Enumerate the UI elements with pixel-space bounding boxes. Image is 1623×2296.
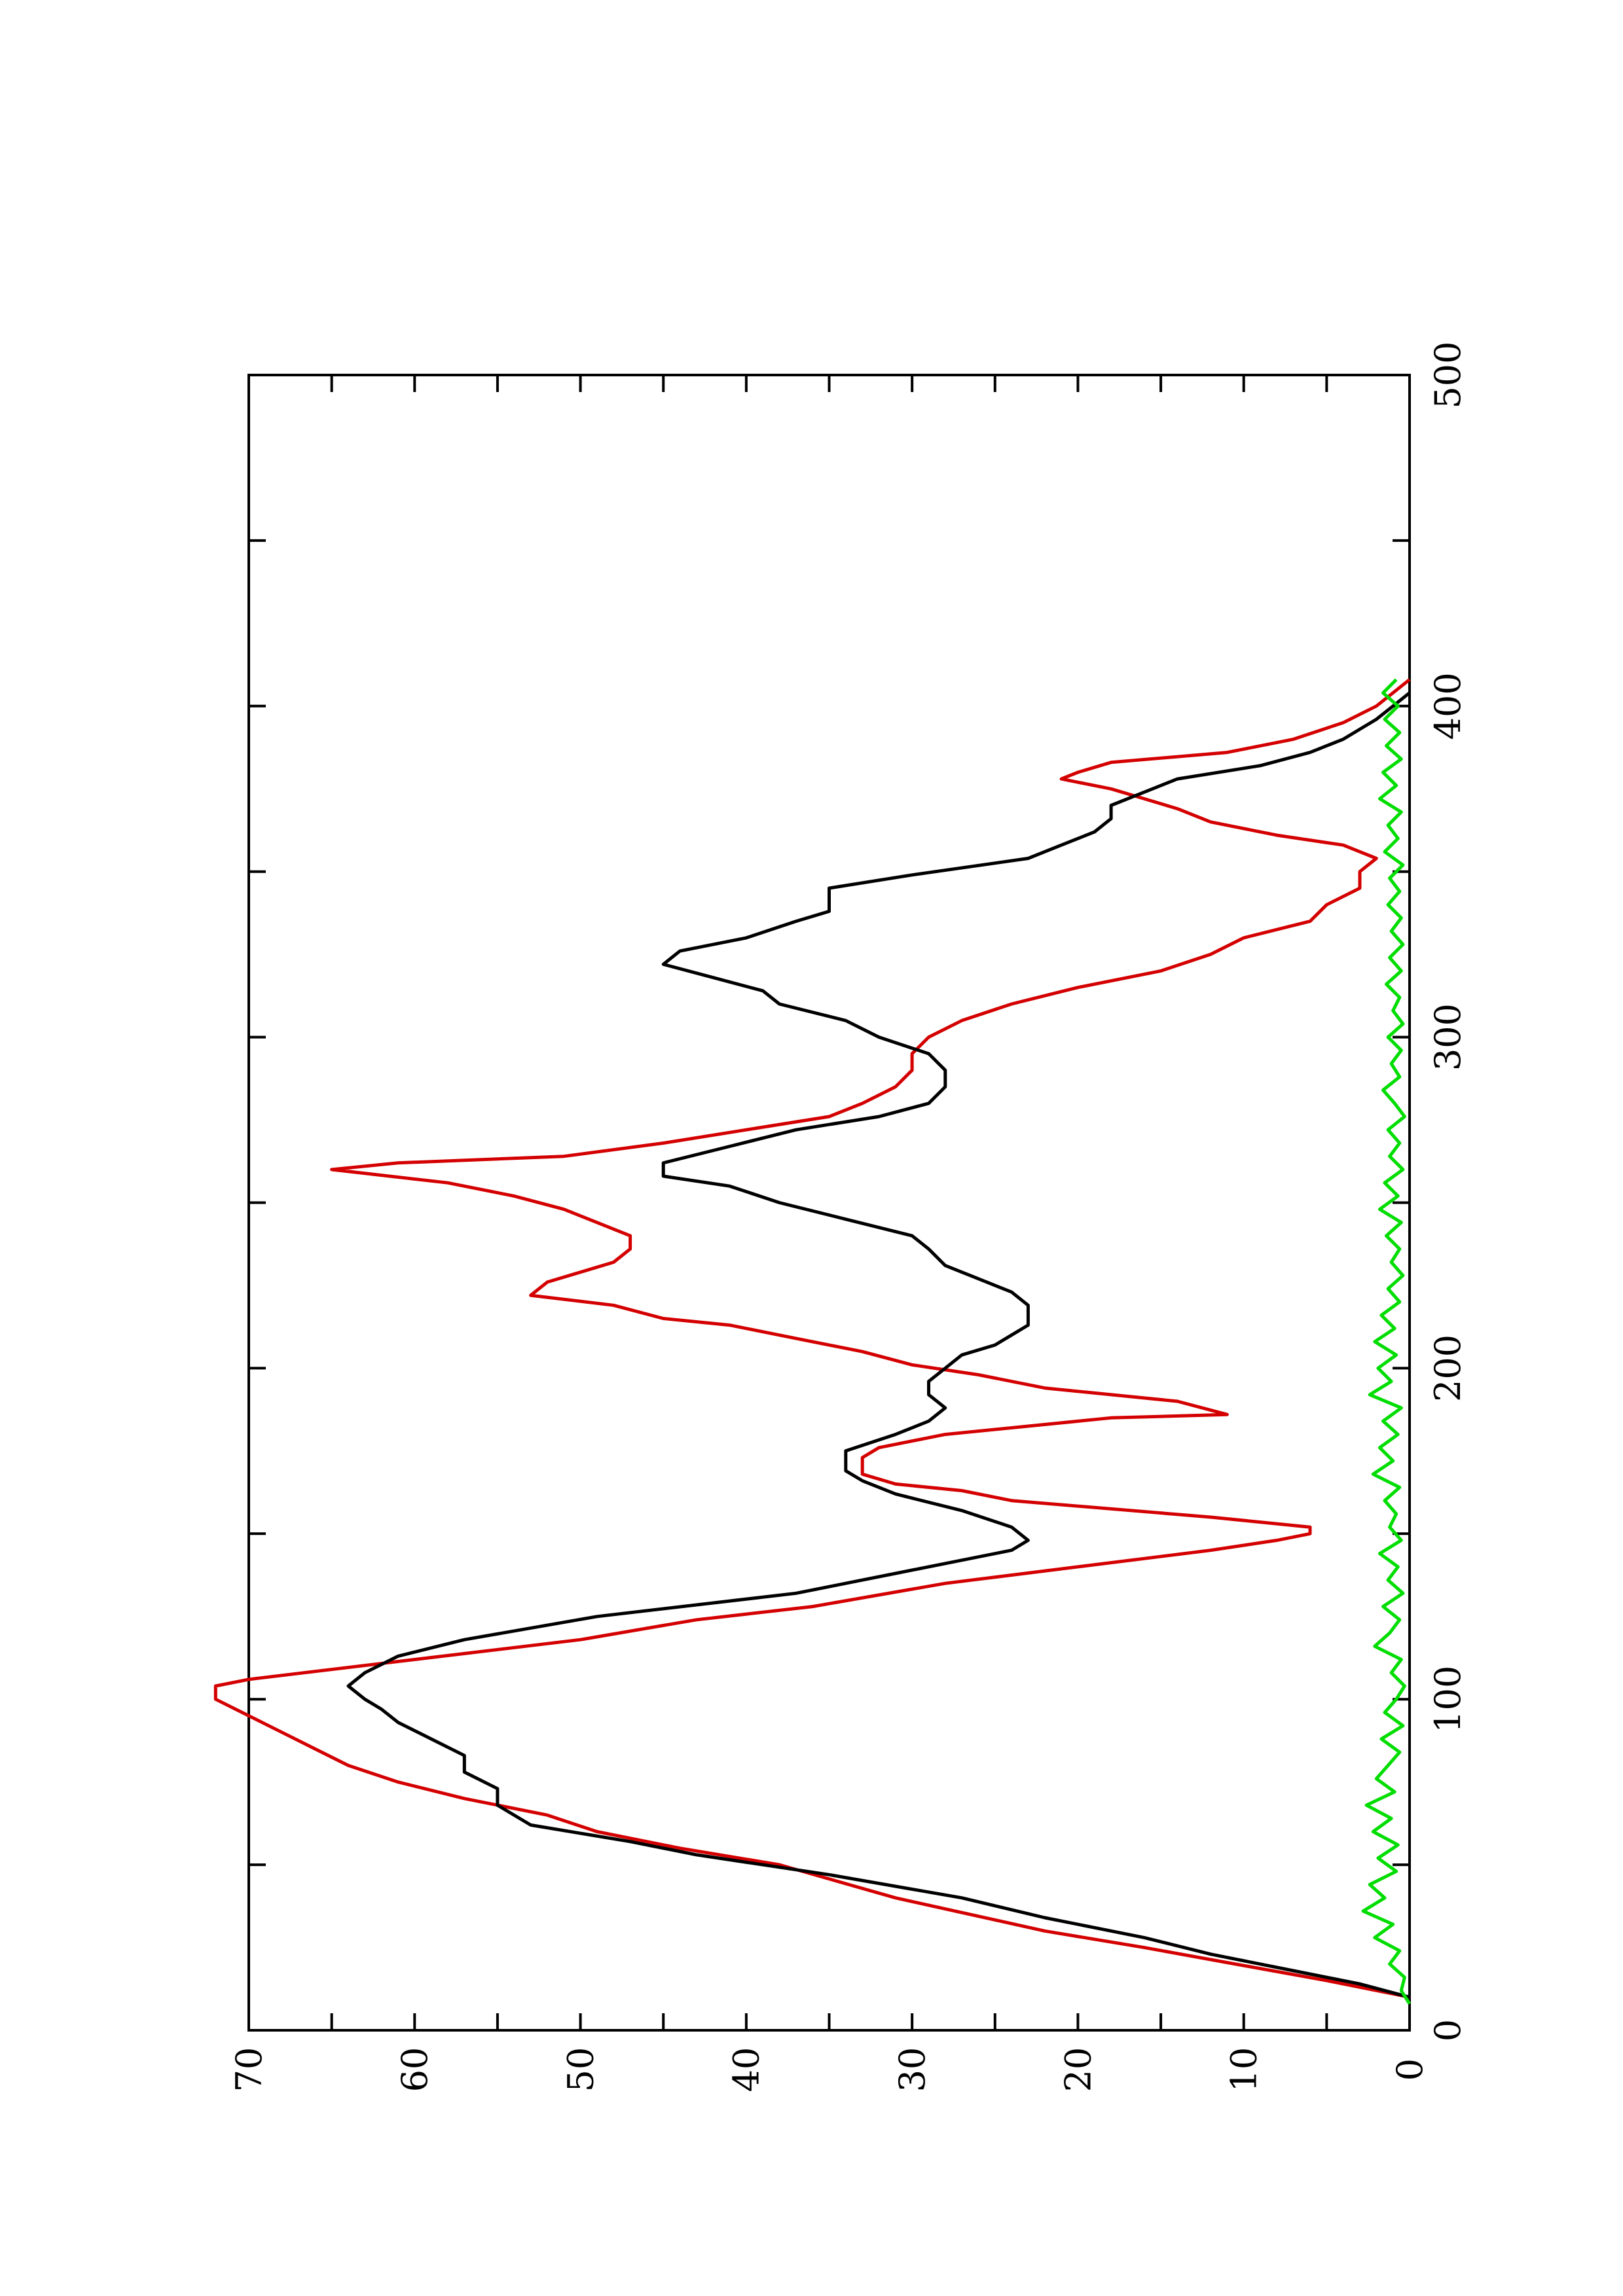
y-tick-label: 50 [560, 2047, 601, 2092]
x-tick-label: 200 [1427, 1335, 1468, 1402]
series-line-2 [346, 691, 1411, 1999]
series-line-1 [213, 678, 1411, 1999]
y-tick-label: 0 [1389, 2058, 1431, 2081]
y-tick-label: 70 [228, 2047, 270, 2092]
x-tick-label: 400 [1427, 672, 1468, 740]
axis-ticks [247, 374, 1411, 2032]
y-tick-label: 40 [726, 2047, 767, 2092]
y-tick-label: 30 [892, 2047, 933, 2092]
series-layer [213, 678, 1412, 2005]
plot-frame [247, 374, 1411, 2032]
y-tick-labels: 0 10 20 30 40 50 60 70 [228, 2047, 1431, 2092]
y-tick-label: 20 [1057, 2047, 1099, 2092]
series-line-3 [1361, 678, 1412, 2005]
x-tick-label: 0 [1427, 2019, 1468, 2041]
x-tick-label: 500 [1427, 341, 1468, 408]
x-tick-label: 300 [1427, 1003, 1468, 1071]
y-tick-label: 60 [394, 2047, 435, 2092]
y-tick-label: 10 [1224, 2047, 1265, 2092]
x-tick-labels: 0 100 200 300 400 500 [1427, 341, 1468, 2041]
x-tick-label: 100 [1427, 1666, 1468, 1733]
